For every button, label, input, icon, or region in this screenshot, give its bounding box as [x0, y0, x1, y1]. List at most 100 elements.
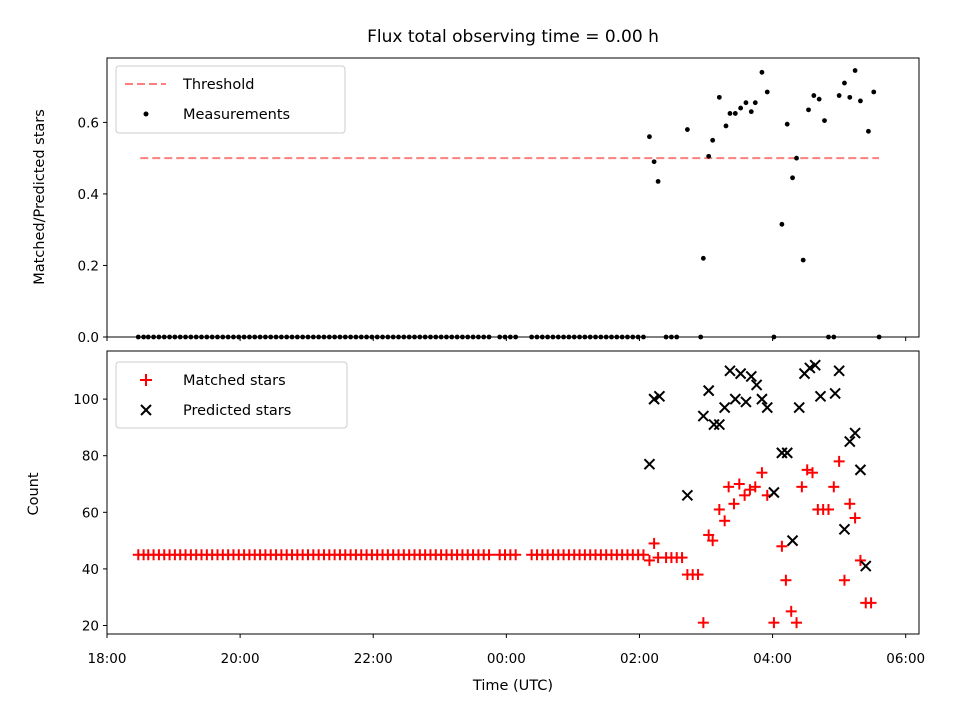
predicted-star-point	[776, 447, 788, 459]
measurement-point	[811, 93, 817, 98]
measurement-point	[866, 128, 871, 134]
measurement-point	[816, 96, 822, 102]
x-axis-label: Time (UTC)	[472, 678, 553, 694]
matched-star-point	[854, 554, 866, 566]
x-tick-label: 18:00	[88, 651, 127, 667]
bottom-legend-box	[115, 361, 348, 429]
measurement-point	[784, 121, 790, 127]
predicted-stars-points	[643, 359, 872, 572]
predicted-star-point	[643, 458, 656, 470]
predicted-star-point	[756, 393, 768, 405]
predicted-star-point	[860, 560, 872, 572]
predicted-star-point	[804, 362, 816, 374]
legend-predicted-label: Predicted stars	[183, 403, 291, 419]
measurement-point	[852, 68, 858, 73]
predicted-star-point	[708, 418, 720, 431]
matched-star-point	[719, 515, 731, 527]
top-plot-frame	[106, 57, 920, 338]
bottom-y-tick-label: 20	[82, 619, 99, 635]
measurement-point	[790, 175, 795, 181]
measurement-point	[710, 137, 716, 143]
matched-stars-points	[132, 455, 877, 629]
legend-threshold-label: Threshold	[182, 77, 254, 93]
x-tick-label: 22:00	[354, 651, 393, 667]
predicted-star-point	[713, 418, 726, 431]
matched-star-point	[791, 617, 803, 629]
measurement-point	[647, 134, 652, 140]
matched-star-point	[697, 617, 709, 629]
predicted-star-point	[854, 464, 867, 476]
matched-star-point	[749, 481, 761, 493]
measurement-point	[822, 118, 827, 123]
top-y-tick-label: 0.4	[78, 187, 99, 203]
predicted-star-point	[681, 489, 694, 502]
measurement-point	[759, 69, 765, 75]
matched-star-point	[828, 481, 840, 493]
matched-star-point	[739, 489, 751, 501]
matched-star-point	[796, 481, 808, 493]
x-tick-label: 06:00	[886, 651, 925, 667]
measurement-point	[748, 109, 754, 115]
measurement-point	[743, 100, 749, 106]
matched-star-point	[648, 537, 660, 549]
matched-star-point	[723, 481, 735, 493]
bottom-y-axis-label: Count	[26, 472, 42, 515]
measurement-point	[727, 111, 733, 116]
matched-star-point	[733, 478, 745, 490]
predicted-star-point	[697, 410, 710, 422]
top-y-tick-label: 0.2	[78, 258, 99, 274]
predicted-star-point	[838, 523, 851, 535]
measurement-point	[738, 105, 744, 111]
predicted-star-point	[761, 401, 773, 414]
predicted-star-point	[814, 390, 827, 402]
predicted-star-point	[745, 370, 757, 383]
matched-star-point	[707, 535, 719, 547]
measurement-point	[806, 107, 811, 113]
matched-star-point	[785, 605, 797, 617]
matched-star-point	[713, 503, 725, 515]
legend-predicted-swatch	[140, 404, 152, 416]
predicted-star-point	[833, 365, 845, 377]
measurement-point	[723, 123, 729, 129]
top-y-tick-label: 0.0	[78, 330, 99, 346]
matched-star-point	[744, 484, 756, 496]
predicted-star-point	[734, 367, 747, 380]
predicted-star-point	[829, 387, 841, 400]
measurement-point	[858, 98, 863, 104]
x-tick-label: 02:00	[620, 651, 659, 667]
measurement-point	[655, 179, 661, 184]
matched-star-point	[756, 467, 768, 479]
measurement-point	[842, 80, 847, 86]
predicted-star-point	[849, 427, 861, 439]
legend-matched-swatch	[140, 374, 152, 386]
predicted-star-point	[793, 401, 805, 414]
predicted-star-point	[724, 365, 736, 377]
matched-star-point	[849, 512, 861, 524]
top-legend: Threshold Measurements	[115, 65, 346, 134]
bottom-y-tick-label: 40	[82, 562, 99, 578]
matched-star-point	[728, 498, 740, 510]
bottom-y-tick-label: 60	[82, 505, 99, 521]
measurement-point	[706, 153, 712, 159]
predicted-star-point	[786, 534, 799, 547]
matched-star-point	[801, 464, 813, 476]
matched-star-point	[510, 549, 522, 561]
predicted-star-point	[729, 393, 742, 405]
measurement-point	[836, 93, 842, 98]
top-axis-ticks: 0.0 0.2 0.4 0.6	[78, 115, 907, 346]
top-legend-box	[115, 65, 346, 134]
legend-matched-label: Matched stars	[183, 373, 286, 389]
measurement-point	[716, 94, 722, 100]
matched-star-point	[838, 574, 850, 586]
predicted-star-point	[653, 390, 666, 402]
matched-star-point	[822, 503, 834, 515]
matched-star-point	[768, 617, 780, 629]
measurement-point	[651, 159, 657, 165]
bottom-y-tick-label: 80	[82, 449, 99, 465]
predicted-star-point	[702, 384, 715, 397]
measurement-point	[700, 255, 706, 261]
measurement-point	[684, 127, 690, 132]
measurement-point	[752, 100, 758, 106]
predicted-star-point	[781, 447, 793, 459]
matched-star-point	[676, 552, 688, 564]
